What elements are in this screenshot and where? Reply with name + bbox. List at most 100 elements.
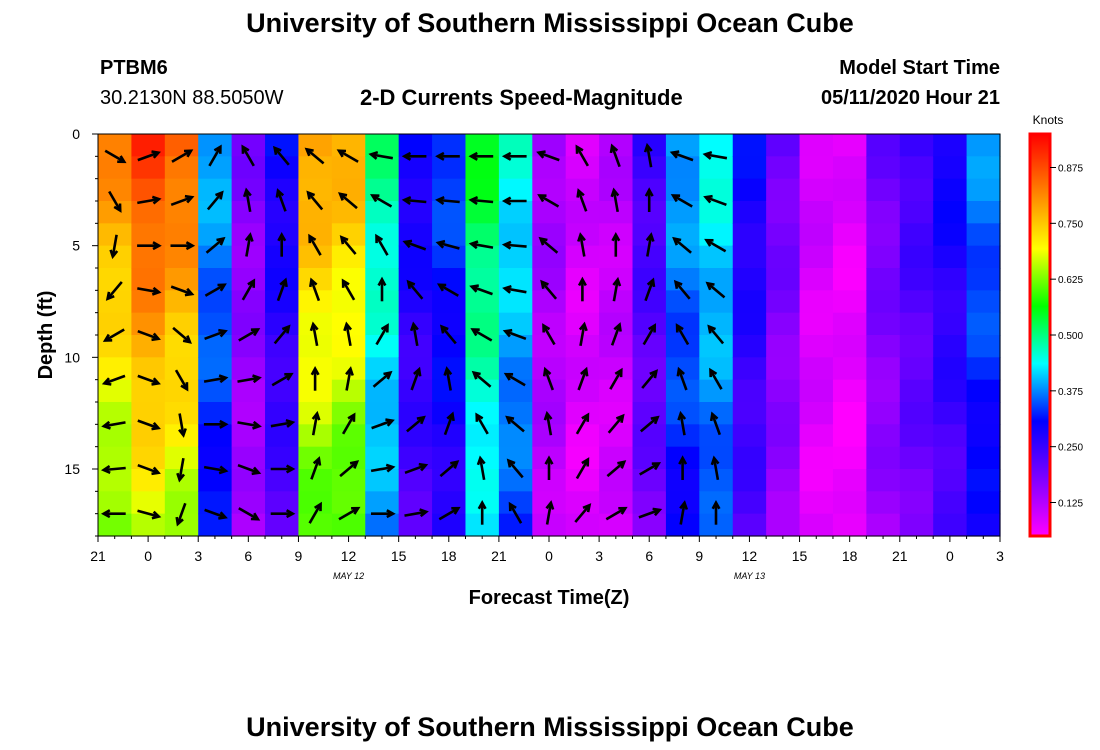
- heatmap-cell: [265, 156, 300, 180]
- heatmap-cell: [966, 245, 1001, 269]
- heatmap-cell: [732, 312, 767, 336]
- current-vector: [242, 187, 252, 213]
- x-tick-label: 3: [595, 548, 603, 564]
- heatmap-cell: [498, 446, 533, 470]
- current-vector: [501, 240, 527, 250]
- heatmap-cell: [799, 379, 834, 403]
- current-vector: [577, 276, 587, 302]
- heatmap-cell: [832, 402, 867, 425]
- heatmap-cell: [465, 513, 500, 537]
- heatmap-cell: [231, 201, 266, 224]
- current-vector: [401, 196, 427, 205]
- heatmap-cell: [331, 379, 366, 403]
- heatmap-cell: [832, 446, 867, 470]
- heatmap-cell: [532, 245, 567, 269]
- heatmap-cell: [899, 424, 934, 448]
- heatmap-cell: [665, 156, 700, 180]
- heatmap-cell: [665, 178, 700, 202]
- heatmap-cell: [298, 335, 333, 358]
- heatmap-cell: [432, 335, 467, 358]
- heatmap-cell: [331, 312, 366, 336]
- heatmap-cell: [265, 491, 300, 515]
- current-vector: [542, 366, 555, 391]
- plot-title: 2-D Currents Speed-Magnitude: [360, 85, 683, 110]
- current-vector: [104, 149, 127, 164]
- heatmap-cell: [198, 134, 233, 157]
- current-vector: [371, 509, 396, 519]
- heatmap-cell: [899, 223, 934, 247]
- current-vector: [501, 196, 527, 206]
- heatmap-cell: [699, 134, 734, 157]
- current-vector: [577, 232, 586, 257]
- heatmap-cell: [933, 178, 968, 202]
- current-vector: [206, 190, 224, 211]
- current-vector: [576, 188, 588, 212]
- heatmap-cell: [799, 357, 834, 381]
- heatmap-cell: [766, 134, 801, 157]
- heatmap-cell: [164, 178, 199, 202]
- heatmap-cell: [131, 178, 166, 202]
- heatmap-cell: [699, 446, 734, 470]
- heatmap-cell: [365, 446, 400, 470]
- current-vector: [540, 279, 558, 300]
- current-vector: [237, 420, 262, 430]
- heatmap-cell: [966, 335, 1001, 358]
- current-vector: [241, 278, 256, 301]
- heatmap-cell: [632, 424, 667, 448]
- heatmap-cell: [933, 469, 968, 492]
- current-vector: [435, 239, 460, 250]
- current-vector: [575, 412, 590, 435]
- current-vector: [137, 374, 161, 386]
- heatmap-cell: [632, 268, 667, 291]
- heatmap-cell: [532, 513, 567, 537]
- heatmap-cell: [398, 379, 433, 403]
- current-vector: [645, 232, 655, 257]
- heatmap-cell: [532, 357, 567, 381]
- heatmap-cell: [866, 424, 901, 448]
- heatmap-cell: [198, 290, 233, 314]
- heatmap-cell: [933, 245, 968, 269]
- current-vector: [577, 366, 589, 391]
- heatmap-cell: [498, 402, 533, 425]
- heatmap-cell: [933, 223, 968, 247]
- current-vector: [204, 328, 228, 341]
- heatmap-cell: [899, 379, 934, 403]
- heatmap-cell: [799, 469, 834, 492]
- heatmap-cell: [131, 335, 166, 358]
- heatmap-cell: [799, 513, 834, 537]
- heatmap-cell: [432, 513, 467, 537]
- heatmap-cell: [498, 357, 533, 381]
- x-tick-label: 12: [742, 548, 758, 564]
- current-vector: [678, 455, 688, 480]
- heatmap-cell: [432, 312, 467, 336]
- heatmap-cell: [632, 134, 667, 157]
- heatmap-cell: [699, 402, 734, 425]
- heatmap-cell: [265, 469, 300, 492]
- heatmap-cell: [766, 178, 801, 202]
- current-vector: [108, 190, 122, 213]
- heatmap-cell: [198, 245, 233, 269]
- heatmap-cell: [365, 201, 400, 224]
- current-vector: [175, 502, 187, 527]
- current-vector: [439, 460, 460, 478]
- heatmap-cell: [565, 223, 600, 247]
- heatmap-cell: [432, 156, 467, 180]
- heatmap-cell: [799, 335, 834, 358]
- heatmap-cell: [398, 402, 433, 425]
- current-vector: [435, 196, 460, 205]
- heatmap-cell: [231, 469, 266, 492]
- heatmap-cell: [732, 245, 767, 269]
- y-tick-label: 10: [64, 349, 80, 365]
- heatmap-cell: [298, 134, 333, 157]
- current-vector: [705, 281, 726, 299]
- heatmap-cell: [498, 424, 533, 448]
- heatmap-cell: [498, 491, 533, 515]
- heatmap-cell: [532, 469, 567, 492]
- current-vector: [639, 462, 662, 476]
- current-vector: [370, 463, 396, 473]
- heatmap-cell: [365, 223, 400, 247]
- colorbar-tick-label: 0.750: [1058, 219, 1083, 230]
- heatmap-cell: [365, 379, 400, 403]
- current-vector: [203, 419, 229, 429]
- current-vector: [137, 150, 161, 162]
